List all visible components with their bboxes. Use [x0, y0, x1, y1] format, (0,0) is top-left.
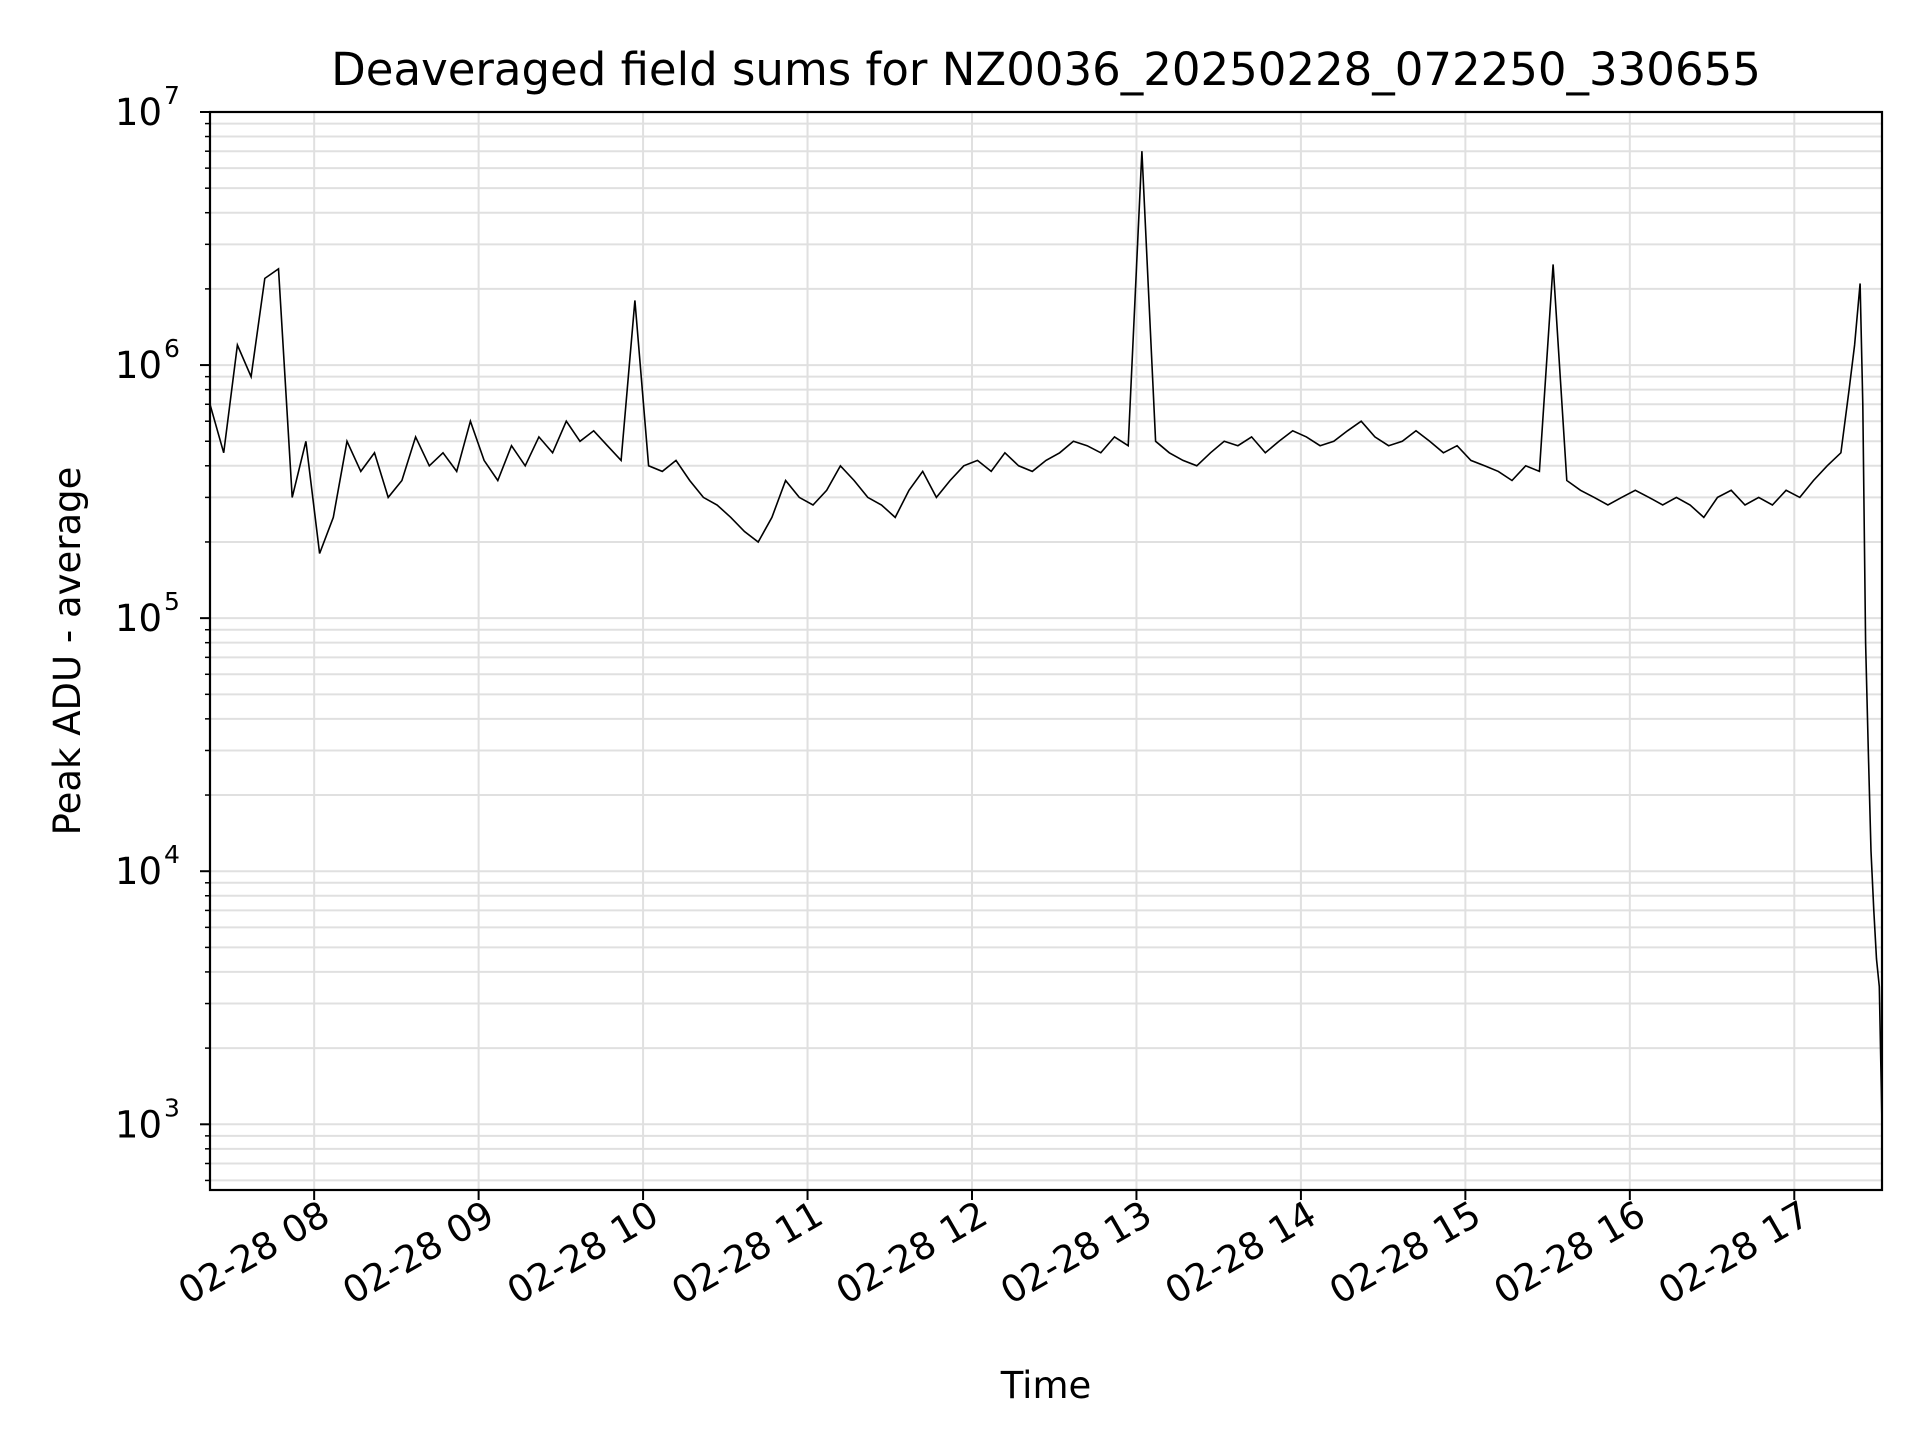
series-line [209, 151, 1883, 1125]
chart-title: Deaveraged field sums for NZ0036_2025022… [331, 43, 1761, 96]
y-axis-label: Peak ADU - average [46, 467, 89, 836]
y-tick-label: 10 [115, 344, 162, 387]
y-tick-exponent: 4 [164, 840, 180, 869]
grid [210, 111, 1882, 1190]
plot-area [209, 151, 1883, 1125]
y-tick-exponent: 6 [164, 334, 180, 363]
x-axis-label: Time [1000, 1364, 1092, 1407]
y-tick-exponent: 7 [164, 81, 180, 110]
y-tick-label: 10 [115, 597, 162, 640]
plot-frame [208, 110, 1884, 1192]
y-tick-exponent: 3 [164, 1093, 180, 1122]
y-tick-label: 10 [115, 91, 162, 134]
y-tick-exponent: 5 [164, 587, 180, 616]
y-tick-label: 10 [115, 850, 162, 893]
y-tick-label: 10 [115, 1103, 162, 1146]
